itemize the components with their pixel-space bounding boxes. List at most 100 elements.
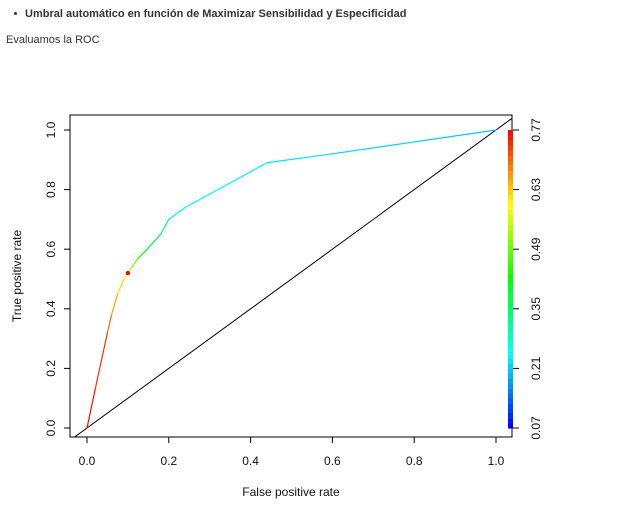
roc-segment <box>106 314 113 334</box>
roc-segment <box>110 293 119 316</box>
optimal-point <box>125 270 131 276</box>
colorbar-band <box>508 403 513 409</box>
roc-segment <box>86 388 96 429</box>
colorbar-band <box>508 224 513 230</box>
colorbar-band <box>508 318 513 325</box>
roc-segment <box>413 129 497 143</box>
colorbar-tick-label: 0.49 <box>529 237 543 261</box>
x-tick-label: 0.6 <box>324 454 341 468</box>
colorbar-band <box>508 398 513 404</box>
colorbar-band <box>508 313 513 320</box>
y-tick-label: 0.0 <box>44 419 58 436</box>
y-tick-label: 0.6 <box>44 241 58 258</box>
colorbar-band <box>508 358 513 365</box>
colorbar-band <box>508 383 513 389</box>
roc-segment <box>184 162 268 209</box>
roc-segment <box>117 278 125 295</box>
roc-segment <box>94 332 109 390</box>
colorbar-band <box>508 234 513 240</box>
colorbar-band <box>508 388 513 394</box>
colorbar-band <box>508 279 513 285</box>
colorbar: 0.07 0.21 0.35 0.49 0.63 0.77 <box>508 118 543 440</box>
colorbar-band <box>508 144 513 151</box>
colorbar-band <box>508 303 513 310</box>
colorbar-band <box>508 323 513 330</box>
colorbar-tick-label: 0.07 <box>529 416 543 440</box>
colorbar-band <box>508 408 513 414</box>
colorbar-band <box>508 249 513 255</box>
x-tick-label: 0.4 <box>242 454 259 468</box>
x-tick-label: 0.0 <box>79 454 96 468</box>
colorbar-band <box>508 154 513 161</box>
colorbar-band <box>508 184 513 191</box>
colorbar-band <box>508 229 513 235</box>
y-tick-label: 1.0 <box>44 121 58 138</box>
colorbar-band <box>508 139 513 146</box>
colorbar-band <box>508 134 513 141</box>
roc-segment <box>331 141 415 155</box>
colorbar-tick-label: 0.77 <box>529 118 543 142</box>
colorbar-band <box>508 259 513 265</box>
colorbar-band <box>508 418 513 424</box>
colorbar-band <box>508 199 513 206</box>
x-tick-label: 1.0 <box>488 454 505 468</box>
colorbar-tick-label: 0.35 <box>529 297 543 321</box>
bullet-item: Umbral automático en función de Maximiza… <box>14 8 406 20</box>
colorbar-band <box>508 378 513 384</box>
colorbar-band <box>508 209 513 216</box>
colorbar-band <box>508 373 513 379</box>
bullet-dot-icon <box>14 11 17 15</box>
colorbar-band <box>508 264 513 270</box>
y-axis-label: True positive rate <box>10 230 24 323</box>
colorbar-band <box>508 363 513 369</box>
roc-segment <box>143 233 162 253</box>
colorbar-band <box>508 423 513 429</box>
colorbar-band <box>508 164 513 171</box>
colorbar-tick-label: 0.63 <box>529 178 543 202</box>
colorbar-band <box>508 328 513 335</box>
colorbar-band <box>508 293 513 300</box>
colorbar-tick-label: 0.21 <box>529 356 543 380</box>
colorbar-band <box>508 204 513 211</box>
colorbar-band <box>508 413 513 419</box>
colorbar-band <box>508 348 513 355</box>
colorbar-band <box>508 174 513 181</box>
colorbar-band <box>508 179 513 186</box>
colorbar-band <box>508 393 513 399</box>
bullet-text: Umbral automático en función de Maximiza… <box>25 8 407 20</box>
colorbar-band <box>508 214 513 220</box>
roc-curve <box>86 129 497 429</box>
colorbar-band <box>508 159 513 166</box>
roc-segment <box>131 257 139 268</box>
colorbar-band <box>508 189 513 196</box>
colorbar-band <box>508 130 513 136</box>
diagonal-line <box>73 117 512 437</box>
y-tick-label: 0.8 <box>44 181 58 198</box>
roc-segment <box>160 218 170 235</box>
colorbar-band <box>508 298 513 305</box>
x-axis: 0.0 0.2 0.4 0.6 0.8 1.0 <box>79 436 505 468</box>
plot-frame <box>69 114 513 438</box>
roc-segment <box>266 153 333 164</box>
colorbar-band <box>508 283 513 290</box>
colorbar-band <box>508 149 513 156</box>
x-tick-label: 0.2 <box>160 454 177 468</box>
colorbar-band <box>508 239 513 245</box>
colorbar-band <box>508 219 513 225</box>
colorbar-band <box>508 169 513 176</box>
x-tick-label: 0.8 <box>406 454 423 468</box>
x-axis-label: False positive rate <box>242 485 340 499</box>
colorbar-band <box>508 254 513 260</box>
colorbar-band <box>508 244 513 250</box>
colorbar-band <box>508 288 513 295</box>
colorbar-band <box>508 333 513 340</box>
y-axis: 0.0 0.2 0.4 0.6 0.8 1.0 <box>44 121 71 436</box>
roc-segment <box>137 251 145 259</box>
colorbar-band <box>508 269 513 275</box>
colorbar-band <box>508 353 513 360</box>
colorbar-band <box>508 368 513 374</box>
colorbar-band <box>508 274 513 280</box>
y-tick-label: 0.2 <box>44 360 58 377</box>
colorbar-band <box>508 338 513 345</box>
